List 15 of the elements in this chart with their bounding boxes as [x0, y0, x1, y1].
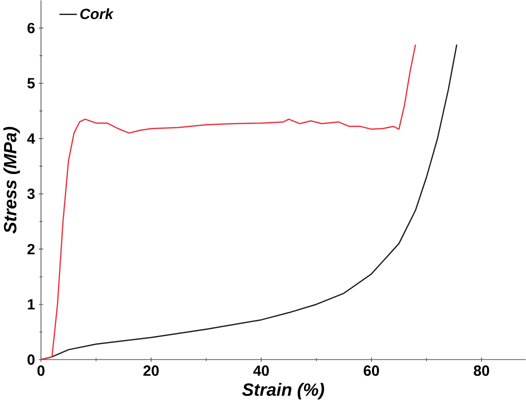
y-tick-label: 5	[27, 78, 35, 89]
y-tick-label: 2	[27, 244, 35, 254]
x-tick-label: 0	[37, 366, 44, 376]
y-tick-label: 1	[28, 299, 35, 310]
x-tick-label: 40	[253, 366, 269, 376]
y-tick-label: 6	[28, 22, 35, 34]
y-tick-label: 3	[27, 188, 35, 200]
y-tick-label: 0	[28, 354, 35, 365]
y-axis-title: Stress (MPa)	[3, 126, 20, 234]
x-tick-label: 60	[364, 366, 379, 376]
x-tick-label: 20	[143, 366, 159, 376]
y-tick-label: 4	[27, 134, 36, 144]
x-axis-title: Strain (%)	[242, 382, 324, 400]
x-tick-label: 80	[474, 366, 490, 376]
legend-label: Cork	[80, 8, 114, 20]
